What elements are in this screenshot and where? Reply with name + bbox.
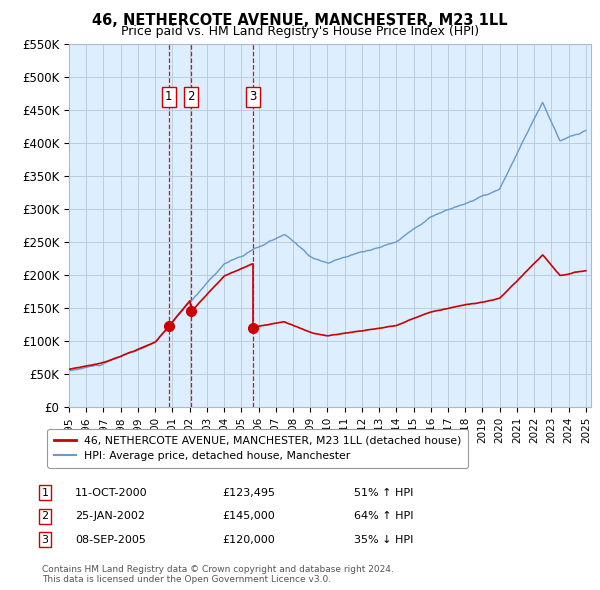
Text: 3: 3 [250, 90, 257, 103]
Text: Contains HM Land Registry data © Crown copyright and database right 2024.
This d: Contains HM Land Registry data © Crown c… [42, 565, 394, 584]
Text: 2: 2 [187, 90, 194, 103]
Text: 46, NETHERCOTE AVENUE, MANCHESTER, M23 1LL: 46, NETHERCOTE AVENUE, MANCHESTER, M23 1… [92, 13, 508, 28]
Text: 3: 3 [41, 535, 49, 545]
Text: 2: 2 [41, 512, 49, 521]
Text: £145,000: £145,000 [222, 512, 275, 521]
Text: £120,000: £120,000 [222, 535, 275, 545]
Text: 35% ↓ HPI: 35% ↓ HPI [354, 535, 413, 545]
Text: 1: 1 [165, 90, 172, 103]
Text: 64% ↑ HPI: 64% ↑ HPI [354, 512, 413, 521]
Legend: 46, NETHERCOTE AVENUE, MANCHESTER, M23 1LL (detached house), HPI: Average price,: 46, NETHERCOTE AVENUE, MANCHESTER, M23 1… [47, 429, 468, 468]
Text: 25-JAN-2002: 25-JAN-2002 [75, 512, 145, 521]
Text: 11-OCT-2000: 11-OCT-2000 [75, 488, 148, 497]
Text: £123,495: £123,495 [222, 488, 275, 497]
Text: 51% ↑ HPI: 51% ↑ HPI [354, 488, 413, 497]
Text: Price paid vs. HM Land Registry's House Price Index (HPI): Price paid vs. HM Land Registry's House … [121, 25, 479, 38]
Text: 1: 1 [41, 488, 49, 497]
Text: 08-SEP-2005: 08-SEP-2005 [75, 535, 146, 545]
